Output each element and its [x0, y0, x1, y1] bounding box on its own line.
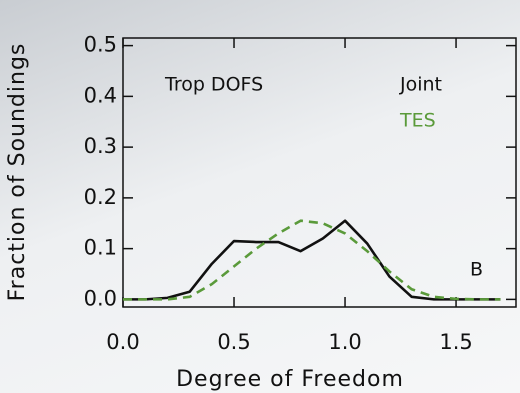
legend-label: TES: [399, 110, 436, 132]
x-tick-label: 0.5: [217, 330, 250, 354]
y-tick-label: 0.5: [84, 33, 117, 57]
y-tick-label: 0.1: [84, 236, 117, 260]
chart: Trop DOFS B Degree of Freedom Fraction o…: [0, 0, 520, 393]
legend-label: Joint: [399, 74, 442, 96]
y-tick-label: 0.4: [84, 83, 117, 107]
panel-label: B: [470, 259, 483, 281]
x-tick-label: 0.0: [106, 330, 139, 354]
x-tick-label: 1.5: [439, 330, 472, 354]
page: {"chart_data": {"type": "line", "title":…: [0, 0, 520, 393]
y-tick-label: 0.2: [84, 185, 117, 209]
series-line: [123, 221, 500, 300]
chart-title: Trop DOFS: [164, 74, 263, 96]
series-line: [123, 221, 500, 300]
y-axis-label: Fraction of Soundings: [5, 43, 30, 302]
y-tick-label: 0.3: [84, 134, 117, 158]
x-axis-label: Degree of Freedom: [176, 367, 404, 392]
y-tick-label: 0.0: [84, 286, 117, 310]
x-tick-label: 1.0: [328, 330, 361, 354]
